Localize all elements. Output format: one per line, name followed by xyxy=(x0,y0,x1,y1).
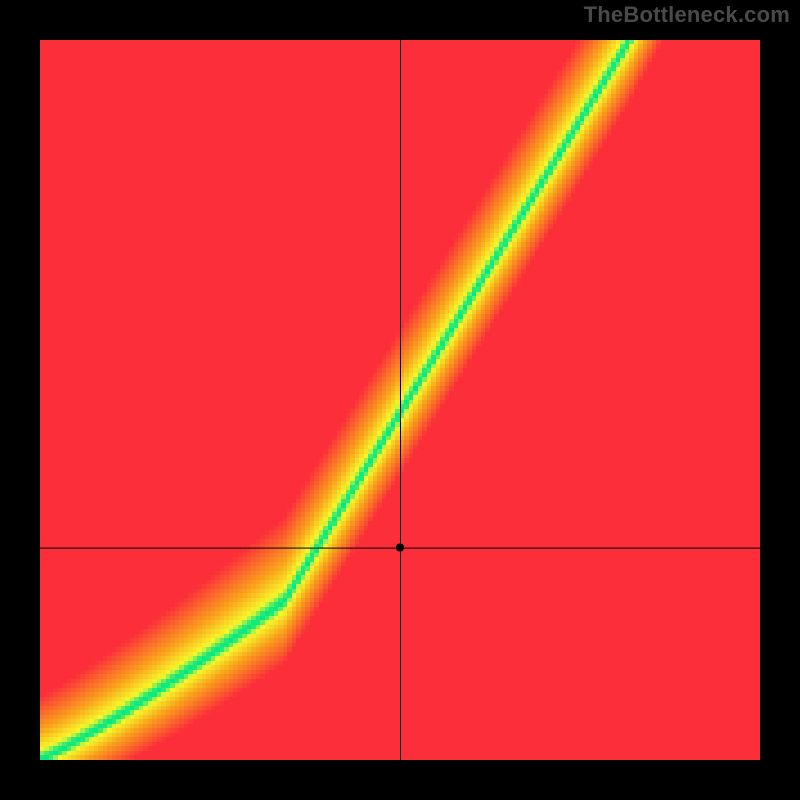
heatmap-canvas xyxy=(40,40,760,760)
chart-container: TheBottleneck.com xyxy=(0,0,800,800)
plot-area xyxy=(40,40,760,760)
watermark-text: TheBottleneck.com xyxy=(584,2,790,28)
